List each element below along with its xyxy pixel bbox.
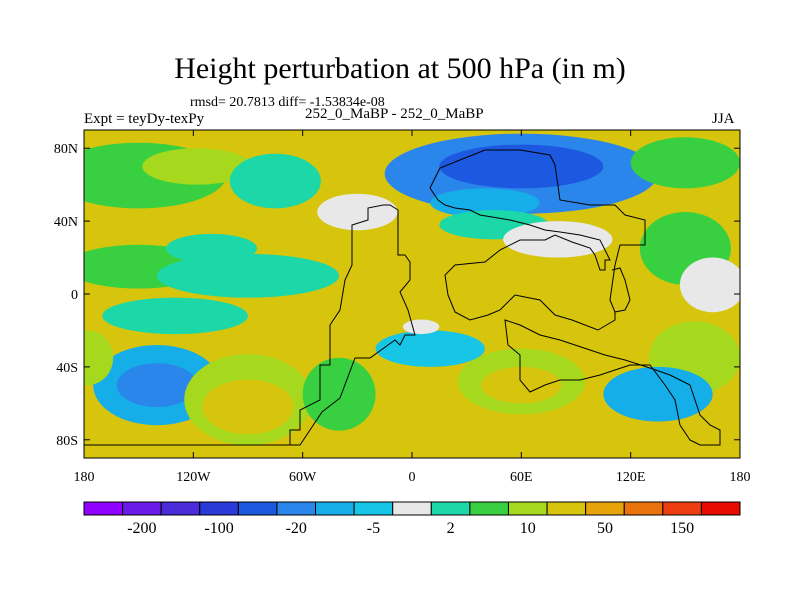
- field-region-22: [481, 366, 562, 404]
- field-region-1: [142, 148, 252, 185]
- colorbar-swatch: [199, 501, 239, 516]
- x-tick-label: 180: [730, 470, 751, 485]
- continent-americas: [289, 204, 416, 446]
- colorbar-swatch: [392, 501, 432, 516]
- chart-title: Height perturbation at 500 hPa (in m): [174, 52, 626, 85]
- x-axis: 180 120W 60W 0 60E 120E 180: [74, 130, 751, 485]
- field-region-6: [630, 137, 740, 189]
- colorbar-swatch: [623, 501, 664, 516]
- x-tick-label: 180: [74, 470, 95, 485]
- continent-africa: [504, 319, 721, 446]
- y-tick-label: 40N: [54, 215, 78, 230]
- colorbar-swatch: [469, 501, 509, 516]
- colorbar-swatch: [83, 501, 124, 516]
- continent-eurasia: [429, 149, 646, 331]
- colorbar-swatch: [160, 501, 201, 516]
- colorbar-swatch: [585, 501, 625, 516]
- colorbar-label: -100: [204, 520, 233, 537]
- colorbar-swatch: [315, 501, 355, 516]
- field-region-11: [679, 257, 740, 313]
- field-region-20: [302, 357, 376, 431]
- field-region-7: [317, 193, 398, 231]
- field-region-17: [116, 363, 197, 407]
- colorbar-swatch: [276, 501, 317, 516]
- field-region-2: [229, 153, 321, 209]
- australia-outline: [611, 267, 631, 313]
- land-outline: [84, 149, 721, 446]
- x-tick-label: 60E: [510, 470, 533, 485]
- field-region-27: [84, 330, 114, 386]
- colorbar-swatch: [662, 501, 702, 516]
- x-tick-label: 0: [409, 470, 416, 485]
- colorbar-label: -200: [127, 520, 156, 537]
- field-region-19: [202, 379, 294, 435]
- field-region-15: [102, 297, 248, 335]
- colorbar-swatch: [122, 501, 162, 516]
- colorbar-label: -5: [367, 520, 380, 537]
- field-region-4: [439, 144, 604, 189]
- colorbar-swatch: [353, 501, 394, 516]
- colorbar-label: -20: [286, 520, 307, 537]
- colorbar-swatch: [237, 501, 278, 516]
- y-axis: 80N 40N 0 40S 80S: [54, 142, 740, 449]
- season-label: JJA: [712, 111, 735, 127]
- field-region-24: [603, 366, 713, 422]
- height-field: [84, 130, 740, 458]
- center-label: 252_0_MaBP - 252_0_MaBP: [305, 106, 484, 122]
- field-region-14: [156, 253, 340, 298]
- colorbar-swatch: [700, 501, 741, 516]
- colorbar-swatch: [546, 501, 587, 516]
- field-region-9: [503, 221, 613, 258]
- stats-label: rmsd= 20.7813 diff= -1.53834e-08: [190, 95, 385, 110]
- colorbar-swatch: [430, 501, 471, 516]
- x-tick-label: 120E: [616, 470, 646, 485]
- colorbar-label: 50: [597, 520, 613, 537]
- y-tick-label: 80S: [56, 434, 78, 449]
- x-tick-label: 120W: [176, 470, 211, 485]
- y-tick-label: 40S: [56, 361, 78, 376]
- experiment-label: Expt = teyDy-texPy: [84, 111, 205, 127]
- field-region-5: [430, 188, 540, 218]
- y-tick-label: 0: [71, 288, 78, 303]
- colorbar-label: 10: [520, 520, 536, 537]
- colorbar-label: 2: [447, 520, 455, 537]
- colorbar-label: 150: [670, 520, 694, 537]
- x-tick-label: 60W: [289, 470, 317, 485]
- colorbar-swatch: [507, 501, 548, 516]
- y-tick-label: 80N: [54, 142, 78, 157]
